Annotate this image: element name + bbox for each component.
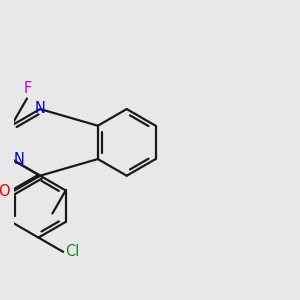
Text: Cl: Cl [65, 244, 80, 260]
Text: F: F [24, 81, 32, 96]
Text: O: O [0, 184, 10, 199]
Text: N: N [13, 152, 24, 166]
Text: N: N [35, 100, 46, 116]
